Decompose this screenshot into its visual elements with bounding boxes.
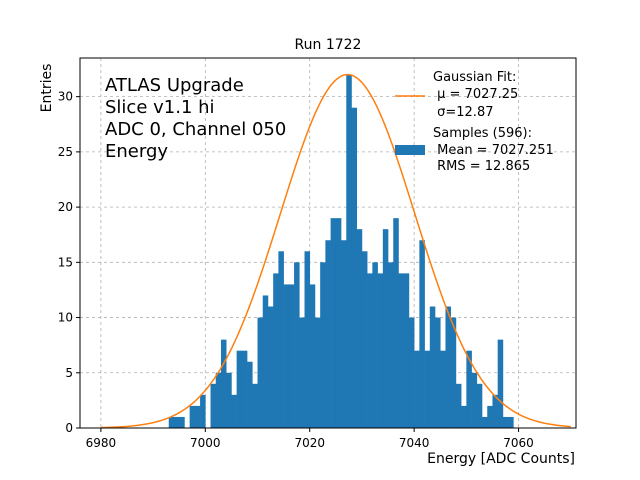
histogram-bar — [356, 229, 363, 428]
x-tick-label: 6980 — [86, 436, 117, 450]
histogram-bar — [330, 218, 337, 428]
y-tick-label: 20 — [58, 200, 73, 214]
histogram-bar — [398, 273, 405, 428]
histogram-bar — [236, 350, 243, 428]
histogram-bar — [262, 295, 269, 428]
ticks-layer: 6980 7000 7020 7040 7060 0 5 10 15 20 25 30 — [58, 90, 534, 450]
histogram-bar — [220, 339, 227, 428]
x-tick-label: 7040 — [399, 436, 430, 450]
histogram-bar — [502, 416, 509, 428]
y-tick-label: 25 — [58, 145, 73, 159]
legend-samples-swatch — [395, 145, 425, 155]
chart-title: Run 1722 — [295, 37, 362, 53]
y-tick-label: 0 — [65, 421, 73, 435]
histogram-bar — [200, 394, 206, 428]
gaussian-fit-curve — [100, 73, 571, 429]
histogram-bar — [304, 251, 311, 428]
y-tick-label: 10 — [58, 311, 73, 325]
histogram-bar — [466, 350, 472, 428]
histogram-bar — [361, 251, 368, 428]
annotation-line-3: ADC 0, Channel 050 — [105, 119, 286, 140]
histogram-bar — [231, 394, 237, 428]
x-axis-label: Energy [ADC Counts] — [427, 451, 575, 467]
histogram-bar — [335, 218, 342, 428]
histogram-bar — [226, 372, 232, 428]
fit-layer — [100, 73, 571, 429]
histogram-bar — [288, 284, 295, 428]
histogram-bar — [194, 405, 201, 428]
annotation-line-4: Energy — [105, 141, 168, 162]
histogram-bar — [403, 273, 410, 428]
histogram-bar — [388, 262, 394, 428]
histogram-bar — [325, 240, 331, 428]
histogram-bar — [471, 372, 478, 428]
histogram-bar — [382, 229, 389, 428]
histogram-bar — [189, 405, 196, 428]
histogram-bar — [294, 262, 300, 428]
histogram-bar — [309, 284, 316, 428]
histogram-bar — [278, 251, 284, 428]
legend: Gaussian Fit: μ = 7027.25 σ=12.87 Sample… — [395, 70, 554, 174]
histogram-bar — [247, 361, 253, 428]
legend-fit-title: Gaussian Fit: — [433, 70, 516, 85]
legend-fit-sigma: σ=12.87 — [433, 105, 493, 120]
histogram-bar — [419, 240, 425, 428]
histogram-bar — [372, 262, 378, 428]
bars-layer — [168, 74, 514, 429]
y-tick-label: 15 — [58, 255, 73, 269]
histogram-bar — [476, 383, 483, 428]
histogram-bar — [487, 405, 493, 428]
histogram-bar — [267, 306, 274, 428]
histogram-bar — [408, 317, 415, 428]
x-tick-label: 7060 — [503, 436, 534, 450]
histogram-bar — [299, 317, 305, 428]
histogram-bar — [492, 394, 498, 428]
legend-samples-title: Samples (596): — [433, 126, 532, 141]
annotation-line-2: Slice v1.1 hi — [105, 97, 215, 118]
histogram-bar — [320, 262, 326, 428]
histogram-bar — [429, 306, 436, 428]
histogram-bar — [257, 317, 264, 428]
histogram-bar — [508, 416, 514, 428]
histogram-bar — [445, 306, 451, 428]
legend-fit-mu: μ = 7027.25 — [433, 87, 518, 102]
histogram-bar — [173, 416, 180, 428]
histogram-bar — [393, 218, 399, 428]
histogram-bar — [252, 383, 258, 428]
histogram-bar — [482, 416, 488, 428]
histogram-bar — [314, 317, 321, 428]
histogram-bar — [341, 240, 347, 428]
histogram-bar — [351, 107, 358, 429]
histogram-bar — [273, 273, 279, 428]
histogram-bar — [461, 405, 467, 428]
histogram-bar — [215, 372, 222, 428]
histogram-bar — [168, 416, 175, 428]
histogram-bar — [377, 273, 384, 428]
legend-samples-rms: RMS = 12.865 — [433, 159, 530, 174]
x-tick-label: 7020 — [294, 436, 325, 450]
annotation-line-1: ATLAS Upgrade — [105, 75, 244, 96]
histogram-bar — [414, 350, 420, 428]
histogram-bar — [455, 383, 462, 428]
histogram-bar — [450, 317, 457, 428]
histogram-bar — [241, 350, 248, 428]
histogram-bar — [367, 273, 373, 428]
y-axis-label: Entries — [39, 64, 55, 113]
histogram-bar — [440, 350, 446, 428]
histogram-bar — [283, 284, 290, 428]
histogram-bar — [179, 416, 185, 428]
x-tick-label: 7000 — [190, 436, 221, 450]
annotation-block: ATLAS Upgrade Slice v1.1 hi ADC 0, Chann… — [105, 75, 286, 162]
histogram-bar — [435, 317, 441, 428]
plot-frame — [79, 57, 577, 429]
y-tick-label: 30 — [58, 90, 73, 104]
histogram-bar — [497, 339, 504, 428]
histogram-bar — [424, 350, 431, 428]
legend-samples-mean: Mean = 7027.251 — [433, 143, 554, 158]
histogram-bar — [346, 74, 352, 428]
y-tick-label: 5 — [65, 366, 73, 380]
histogram-bar — [210, 383, 217, 428]
